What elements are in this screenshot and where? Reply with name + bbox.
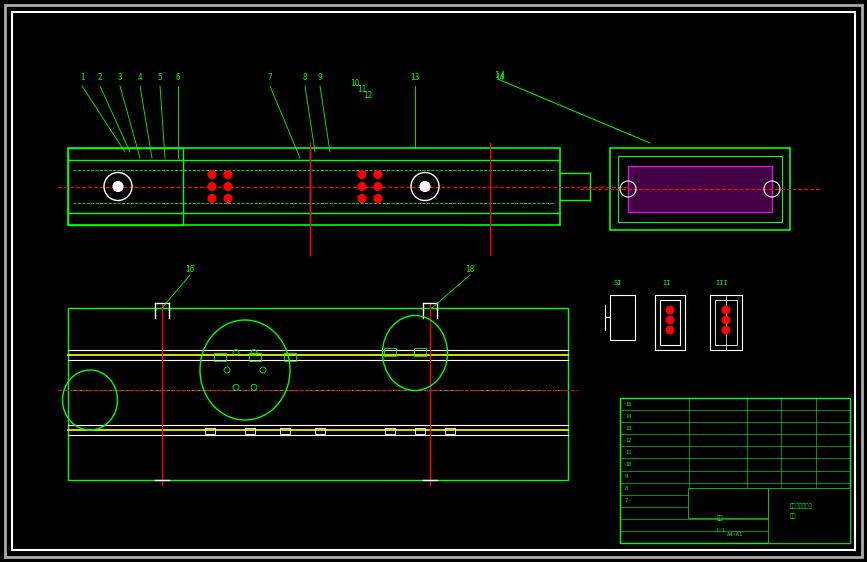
Bar: [68, 308, 568, 480]
Circle shape: [208, 170, 216, 179]
Bar: [68, 148, 183, 225]
Text: 6: 6: [176, 74, 180, 83]
Bar: [610, 295, 635, 340]
Bar: [205, 428, 215, 434]
Text: SI: SI: [614, 280, 623, 286]
Bar: [628, 166, 772, 212]
Circle shape: [666, 326, 674, 334]
Circle shape: [722, 326, 730, 334]
Text: 13: 13: [410, 74, 420, 83]
Circle shape: [208, 194, 216, 202]
Text: 7: 7: [625, 497, 629, 502]
Bar: [315, 428, 325, 434]
Text: 11: 11: [625, 450, 631, 455]
Text: 9: 9: [317, 74, 323, 83]
Bar: [284, 353, 296, 361]
Text: II: II: [662, 280, 671, 286]
Bar: [688, 488, 768, 518]
Text: 4: 4: [138, 74, 142, 83]
Text: 9: 9: [625, 474, 629, 478]
Circle shape: [358, 170, 366, 179]
Circle shape: [420, 182, 430, 192]
Bar: [620, 398, 850, 543]
Text: 18: 18: [466, 265, 474, 274]
Circle shape: [374, 194, 382, 202]
Bar: [445, 428, 455, 434]
Text: 2: 2: [98, 74, 102, 83]
Text: 小型举升车改装: 小型举升车改装: [790, 503, 812, 509]
Text: 8: 8: [303, 74, 307, 83]
Circle shape: [113, 182, 123, 192]
Text: 12: 12: [625, 437, 631, 442]
Bar: [768, 488, 850, 543]
Bar: [384, 348, 396, 356]
Text: 比例: 比例: [717, 515, 723, 521]
Text: 10: 10: [350, 79, 360, 88]
Bar: [249, 353, 261, 361]
Text: 14: 14: [495, 70, 505, 79]
Text: A4-A1: A4-A1: [727, 533, 743, 537]
Text: 7: 7: [268, 74, 272, 83]
Bar: [385, 428, 395, 434]
Bar: [655, 295, 685, 350]
Text: 1: 1: [80, 74, 84, 83]
Bar: [660, 300, 680, 345]
Circle shape: [722, 306, 730, 314]
Bar: [610, 148, 790, 230]
Bar: [214, 353, 226, 361]
Text: 10: 10: [625, 461, 631, 466]
Text: 14: 14: [495, 74, 505, 83]
Circle shape: [208, 183, 216, 191]
Circle shape: [224, 170, 232, 179]
Text: 13: 13: [625, 425, 631, 430]
Text: III: III: [715, 280, 728, 286]
Text: 1:1: 1:1: [715, 528, 725, 533]
Circle shape: [722, 316, 730, 324]
Text: 3: 3: [118, 74, 122, 83]
Bar: [68, 148, 560, 225]
Text: 12: 12: [363, 90, 373, 99]
Circle shape: [224, 194, 232, 202]
Circle shape: [374, 183, 382, 191]
Bar: [710, 295, 742, 350]
Circle shape: [666, 306, 674, 314]
Text: 8: 8: [625, 486, 629, 491]
Circle shape: [358, 194, 366, 202]
Circle shape: [224, 183, 232, 191]
Circle shape: [358, 183, 366, 191]
Text: 设计: 设计: [790, 513, 797, 519]
Bar: [280, 428, 290, 434]
Bar: [715, 300, 737, 345]
Text: 5: 5: [158, 74, 162, 83]
Text: 15: 15: [625, 401, 631, 406]
Text: 16: 16: [186, 265, 194, 274]
Circle shape: [374, 170, 382, 179]
Bar: [414, 348, 426, 356]
Bar: [618, 156, 782, 222]
Bar: [415, 428, 425, 434]
Circle shape: [666, 316, 674, 324]
Bar: [245, 428, 255, 434]
Text: 14: 14: [625, 414, 631, 419]
Text: 11: 11: [357, 85, 367, 94]
